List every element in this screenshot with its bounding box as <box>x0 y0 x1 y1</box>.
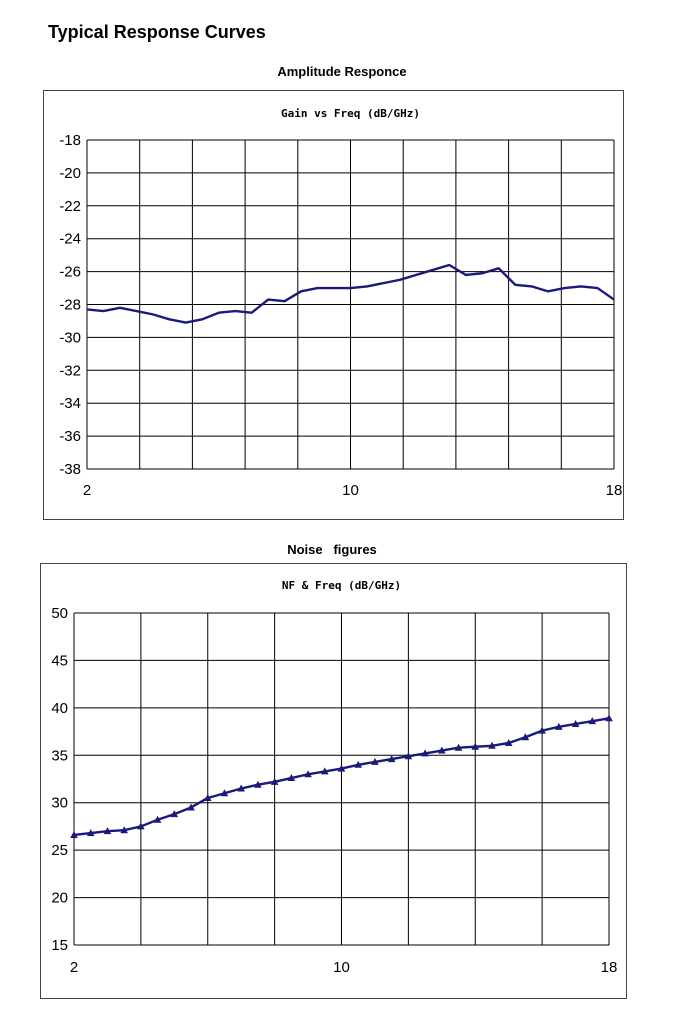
noise-chart: NF & Freq (dB/GHz) 50 45 40 35 30 25 20 152 10 18 <box>51 579 618 976</box>
data-point-marker <box>605 714 613 722</box>
data-point-marker <box>86 829 95 837</box>
data-point-marker <box>337 764 346 772</box>
data-point-marker <box>120 826 128 834</box>
data-point-marker <box>220 789 229 797</box>
data-point-marker <box>203 793 212 801</box>
y-tick-label: -32 <box>59 362 81 379</box>
y-tick-label: -22 <box>59 198 81 215</box>
data-point-marker <box>438 746 446 754</box>
data-point-marker <box>504 738 513 746</box>
data-point-marker <box>371 757 379 765</box>
data-point-marker <box>521 733 530 741</box>
noise-section-title: Noise figures <box>287 542 377 557</box>
data-point-marker <box>287 774 296 782</box>
gain-chart: Gain vs Freq (dB/GHz) -18 -20 -22 -24 -26 -28 -… <box>59 107 623 499</box>
y-tick-label: 15 <box>51 937 68 954</box>
series-line <box>86 263 615 324</box>
y-tick-label: -24 <box>59 231 81 248</box>
y-tick-label: -20 <box>59 165 81 182</box>
y-tick-label: 25 <box>51 842 68 859</box>
gain-chart-panel: Gain vs Freq (dB/GHz) -18 -20 -22 -24 -26 -28 -… <box>43 90 624 520</box>
data-point-marker <box>488 741 496 749</box>
data-point-marker <box>237 784 245 792</box>
data-point-marker <box>555 722 563 730</box>
y-tick-label: -34 <box>59 395 81 412</box>
data-point-marker <box>270 777 279 785</box>
data-point-marker <box>254 780 262 788</box>
data-point-marker <box>187 803 195 811</box>
x-tick-label: 2 <box>70 959 78 976</box>
y-tick-label: 50 <box>51 605 68 622</box>
data-point-marker <box>320 767 329 775</box>
data-point-marker <box>454 743 463 751</box>
data-point-marker <box>153 815 162 823</box>
y-tick-label: -36 <box>59 428 81 445</box>
x-tick-label: 18 <box>601 959 618 976</box>
noise-chart-panel: NF & Freq (dB/GHz) 50 45 40 35 30 25 20 15 2 10 18 <box>40 563 627 999</box>
y-tick-label: -18 <box>59 132 81 149</box>
chart-title: NF & Freq (dB/GHz) <box>282 579 401 592</box>
data-point-marker <box>387 755 396 763</box>
data-point-marker <box>404 752 413 760</box>
data-point-marker <box>70 830 78 838</box>
gain-section-title: Amplitude Responce <box>277 64 407 79</box>
y-tick-label: 40 <box>51 700 68 717</box>
y-tick-label: 45 <box>51 652 68 669</box>
data-point-marker <box>538 726 546 734</box>
data-point-marker <box>103 827 112 835</box>
y-tick-label: 35 <box>51 747 68 764</box>
x-tick-label: 10 <box>333 959 350 976</box>
x-tick-label: 2 <box>83 482 91 499</box>
y-tick-label: 20 <box>51 890 68 907</box>
chart-title: Gain vs Freq (dB/GHz) <box>281 107 420 120</box>
y-tick-label: -38 <box>59 461 81 478</box>
data-point-marker <box>170 810 179 818</box>
data-point-marker <box>571 719 580 727</box>
y-tick-label: -30 <box>59 329 81 346</box>
data-point-marker <box>471 742 480 750</box>
data-point-marker <box>304 770 312 778</box>
data-point-marker <box>421 749 429 757</box>
data-point-marker <box>137 822 145 830</box>
x-tick-label: 18 <box>606 482 623 499</box>
y-tick-label: 30 <box>51 795 68 812</box>
y-tick-label: -28 <box>59 297 81 314</box>
data-point-marker <box>588 717 597 725</box>
data-point-marker <box>354 760 363 768</box>
x-tick-label: 10 <box>342 482 359 499</box>
page-title: Typical Response Curves <box>48 22 266 42</box>
y-tick-label: -26 <box>59 264 81 281</box>
